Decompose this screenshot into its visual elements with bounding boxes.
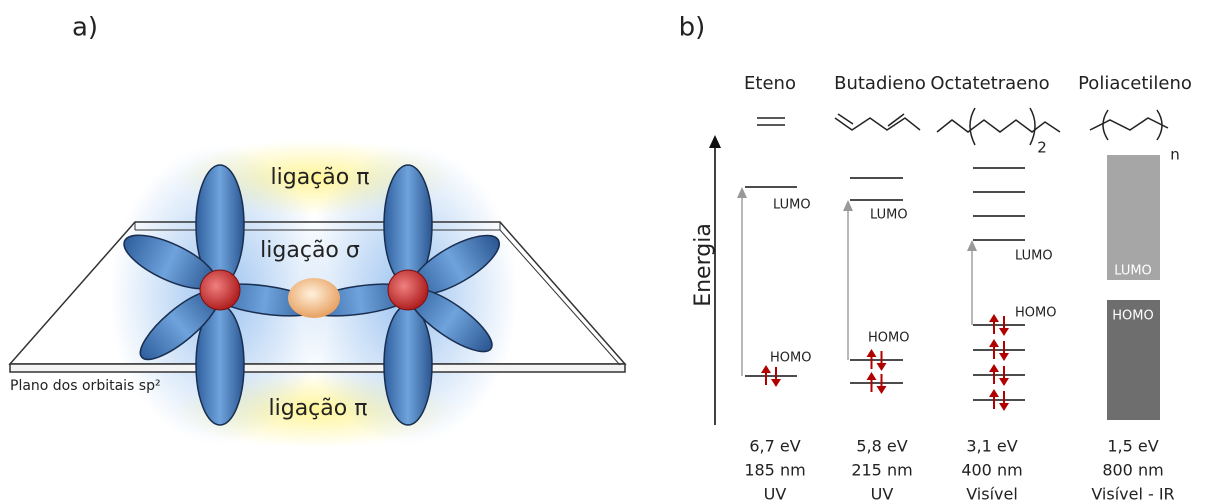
- homo-label: HOMO: [1015, 306, 1056, 321]
- spectral-region: Visível: [966, 485, 1018, 504]
- figure: a) ligação π ligação σ ligação π Plano d…: [0, 0, 1205, 504]
- sigma-bond-label: ligação σ: [260, 238, 360, 263]
- energy-gap: 5,8 eV: [856, 437, 907, 456]
- electron-down: [999, 403, 1009, 411]
- subscript: 2: [1037, 139, 1047, 157]
- pi-bond-label: ligação π: [269, 396, 368, 421]
- molecule-name: Octatetraeno: [930, 73, 1049, 94]
- pi-bond-label: ligação π: [271, 165, 370, 190]
- electron-down: [999, 353, 1009, 361]
- electron-up: [989, 314, 999, 322]
- homo-label: HOMO: [868, 331, 909, 346]
- spectral-region: UV: [871, 485, 894, 504]
- transition-arrowhead: [967, 240, 977, 251]
- plane-label: Plano dos orbitais sp²: [10, 378, 161, 394]
- lumo-label: LUMO: [870, 208, 908, 223]
- spectral-region: Visível - IR: [1091, 485, 1174, 504]
- electron-down: [999, 378, 1009, 386]
- homo-label: HOMO: [770, 351, 811, 366]
- wavelength: 215 nm: [851, 461, 912, 480]
- spectral-region: UV: [764, 485, 787, 504]
- lumo-label: LUMO: [1015, 249, 1053, 264]
- molecule-name: Eteno: [744, 73, 796, 94]
- subscript: n: [1170, 146, 1180, 164]
- electron-up: [989, 389, 999, 397]
- electron-up: [761, 365, 771, 373]
- electron-up: [867, 372, 877, 380]
- wavelength: 400 nm: [961, 461, 1022, 480]
- wavelength: 800 nm: [1102, 461, 1163, 480]
- transition-arrowhead: [737, 187, 747, 198]
- electron-down: [771, 379, 781, 387]
- energy-gap: 1,5 eV: [1107, 437, 1158, 456]
- electron-down: [877, 386, 887, 394]
- molecule-name: Butadieno: [834, 73, 926, 94]
- axis-arrowhead: [709, 135, 721, 148]
- energy-gap: 6,7 eV: [749, 437, 800, 456]
- molecule-sketches: [757, 108, 1168, 145]
- conduction-band: [1107, 155, 1160, 280]
- panel-label: a): [72, 13, 98, 43]
- panel-label: b): [679, 13, 706, 43]
- wavelength: 185 nm: [744, 461, 805, 480]
- electron-up: [867, 349, 877, 357]
- lumo-label: LUMO: [773, 198, 811, 213]
- energy-gap: 3,1 eV: [966, 437, 1017, 456]
- transition-arrowhead: [843, 200, 853, 211]
- electron-down: [877, 363, 887, 371]
- electron-down: [999, 328, 1009, 336]
- electron-up: [989, 364, 999, 372]
- homo-label: HOMO: [1112, 309, 1153, 324]
- molecule-name: Poliacetileno: [1078, 73, 1192, 94]
- lumo-label: LUMO: [1114, 264, 1152, 279]
- electron-up: [989, 339, 999, 347]
- axis-label: Energia: [691, 223, 716, 307]
